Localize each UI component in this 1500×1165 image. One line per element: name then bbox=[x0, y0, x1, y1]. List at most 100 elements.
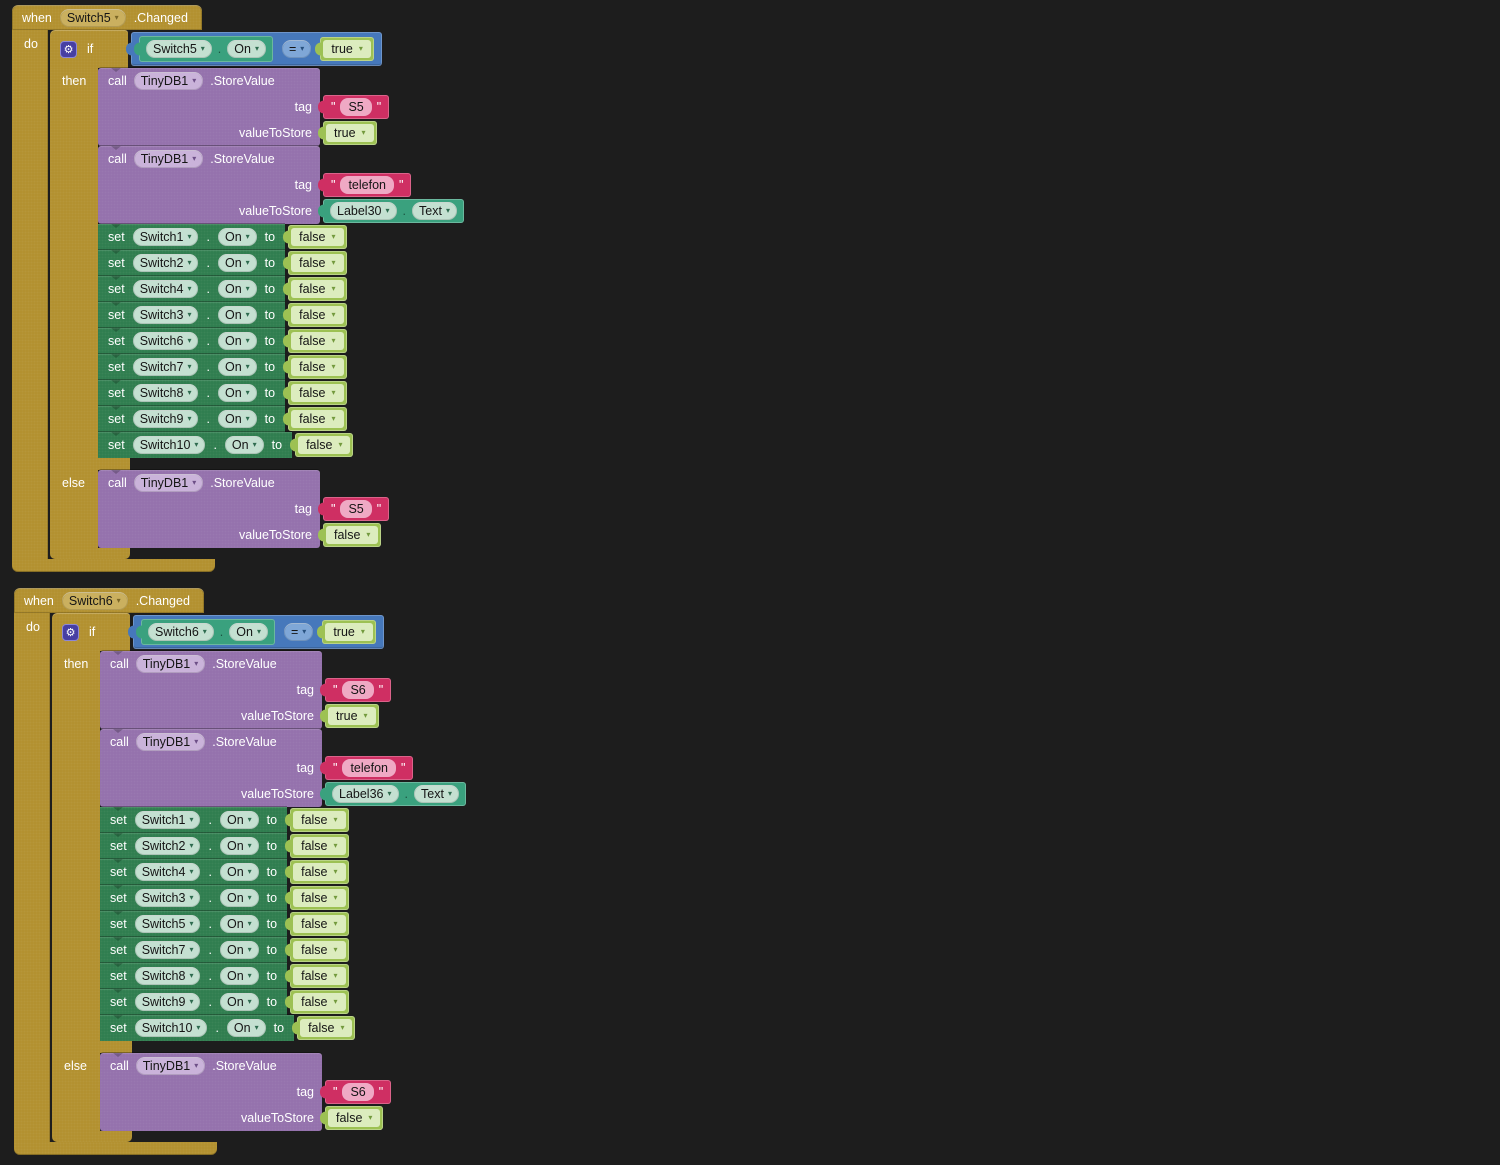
set-block-body[interactable]: set Switch4 ▾ . On ▾ bbox=[98, 276, 286, 302]
set-property-dropdown[interactable]: On ▾ bbox=[219, 967, 259, 985]
set-component-dropdown[interactable]: Switch4 ▾ bbox=[134, 863, 201, 881]
set-property-dropdown[interactable]: On ▾ bbox=[226, 1019, 266, 1037]
set-component-dropdown[interactable]: Switch2 ▾ bbox=[132, 254, 199, 272]
logic-false-block[interactable]: false ▾ bbox=[288, 277, 347, 301]
logic-false-block[interactable]: false ▾ bbox=[290, 964, 349, 988]
set-property-statement[interactable]: set Switch7 ▾ . On ▾ bbox=[98, 354, 347, 380]
text-string-field[interactable]: S5 bbox=[340, 500, 372, 518]
operator-dropdown[interactable]: = ▾ bbox=[283, 623, 314, 641]
set-component-dropdown[interactable]: Switch7 ▾ bbox=[134, 941, 201, 959]
set-property-statement[interactable]: set Switch4 ▾ . On ▾ bbox=[98, 276, 347, 302]
logic-value-dropdown[interactable]: false ▾ bbox=[293, 967, 346, 985]
set-property-dropdown[interactable]: On ▾ bbox=[217, 358, 257, 376]
set-component-dropdown[interactable]: Switch8 ▾ bbox=[134, 967, 201, 985]
set-property-dropdown[interactable]: On ▾ bbox=[219, 837, 259, 855]
logic-false-block[interactable]: false ▾ bbox=[288, 251, 347, 275]
set-block-body[interactable]: set Switch8 ▾ . On ▾ bbox=[100, 963, 288, 989]
logic-false-block[interactable]: false ▾ bbox=[288, 355, 347, 379]
logic-value-dropdown[interactable]: false ▾ bbox=[293, 915, 346, 933]
call-storevalue-block[interactable]: call TinyDB1 ▾ .StoreValue tag bbox=[98, 68, 390, 146]
tinydb-dropdown[interactable]: TinyDB1 ▾ bbox=[135, 733, 206, 751]
logic-false-block[interactable]: false ▾ bbox=[297, 1016, 356, 1040]
set-component-dropdown[interactable]: Switch2 ▾ bbox=[134, 837, 201, 855]
set-property-statement[interactable]: set Switch6 ▾ . On ▾ bbox=[98, 328, 347, 354]
switch-on-getter-block[interactable]: Switch5 ▾ . On ▾ bbox=[139, 36, 273, 62]
equals-comparison-block[interactable]: Switch5 ▾ . On ▾ = ▾ bbox=[131, 32, 382, 66]
operator-dropdown[interactable]: = ▾ bbox=[281, 40, 312, 58]
logic-true-block[interactable]: true ▾ bbox=[323, 121, 377, 145]
set-component-dropdown[interactable]: Switch9 ▾ bbox=[134, 993, 201, 1011]
set-block-body[interactable]: set Switch7 ▾ . On ▾ bbox=[98, 354, 286, 380]
set-property-dropdown[interactable]: On ▾ bbox=[217, 410, 257, 428]
logic-value-dropdown[interactable]: false ▾ bbox=[291, 358, 344, 376]
call-storevalue-block[interactable]: call TinyDB1 ▾ .StoreValue tag bbox=[100, 1053, 392, 1131]
set-property-dropdown[interactable]: On ▾ bbox=[219, 889, 259, 907]
set-component-dropdown[interactable]: Switch1 ▾ bbox=[134, 811, 201, 829]
if-then-else-block[interactable]: ⚙ if Switch5 ▾ . On ▾ bbox=[50, 30, 464, 559]
set-property-statement[interactable]: set Switch9 ▾ . On ▾ bbox=[98, 406, 347, 432]
logic-true-block[interactable]: true ▾ bbox=[325, 704, 379, 728]
set-property-statement[interactable]: set Switch9 ▾ . On ▾ bbox=[100, 989, 349, 1015]
logic-value-dropdown[interactable]: false ▾ bbox=[300, 1019, 353, 1037]
text-string-block[interactable]: " S5 " bbox=[323, 497, 390, 521]
set-property-dropdown[interactable]: On ▾ bbox=[217, 384, 257, 402]
call-storevalue-block[interactable]: call TinyDB1 ▾ .StoreValue tag bbox=[100, 729, 466, 807]
logic-false-block[interactable]: false ▾ bbox=[288, 329, 347, 353]
text-string-field[interactable]: telefon bbox=[340, 176, 394, 194]
logic-false-block[interactable]: false ▾ bbox=[290, 886, 349, 910]
logic-value-dropdown[interactable]: false ▾ bbox=[291, 254, 344, 272]
logic-false-block[interactable]: false ▾ bbox=[288, 381, 347, 405]
set-property-dropdown[interactable]: On ▾ bbox=[224, 436, 264, 454]
call-storevalue-block[interactable]: call TinyDB1 ▾ .StoreValue tag bbox=[100, 651, 392, 729]
set-block-body[interactable]: set Switch6 ▾ . On ▾ bbox=[98, 328, 286, 354]
logic-false-block[interactable]: false ▾ bbox=[325, 1106, 384, 1130]
logic-false-block[interactable]: false ▾ bbox=[290, 808, 349, 832]
set-property-dropdown[interactable]: On ▾ bbox=[217, 280, 257, 298]
set-component-dropdown[interactable]: Switch3 ▾ bbox=[134, 889, 201, 907]
text-string-block[interactable]: " telefon " bbox=[325, 756, 414, 780]
tinydb-dropdown[interactable]: TinyDB1 ▾ bbox=[133, 150, 204, 168]
set-property-dropdown[interactable]: On ▾ bbox=[219, 941, 259, 959]
set-component-dropdown[interactable]: Switch9 ▾ bbox=[132, 410, 199, 428]
set-property-dropdown[interactable]: On ▾ bbox=[217, 228, 257, 246]
getter-property-dropdown[interactable]: On ▾ bbox=[227, 40, 266, 58]
tinydb-dropdown[interactable]: TinyDB1 ▾ bbox=[135, 1057, 206, 1075]
logic-false-block[interactable]: false ▾ bbox=[288, 407, 347, 431]
equals-comparison-block[interactable]: Switch6 ▾ . On ▾ = ▾ bbox=[133, 615, 384, 649]
set-block-body[interactable]: set Switch2 ▾ . On ▾ bbox=[98, 250, 286, 276]
set-property-statement[interactable]: set Switch7 ▾ . On ▾ bbox=[100, 937, 349, 963]
set-block-body[interactable]: set Switch4 ▾ . On ▾ bbox=[100, 859, 288, 885]
set-property-dropdown[interactable]: On ▾ bbox=[219, 863, 259, 881]
text-string-field[interactable]: S5 bbox=[340, 98, 372, 116]
logic-false-block[interactable]: false ▾ bbox=[290, 990, 349, 1014]
logic-value-dropdown[interactable]: false ▾ bbox=[293, 993, 346, 1011]
set-component-dropdown[interactable]: Switch1 ▾ bbox=[132, 228, 199, 246]
set-block-body[interactable]: set Switch3 ▾ . On ▾ bbox=[100, 885, 288, 911]
logic-value-dropdown[interactable]: false ▾ bbox=[293, 837, 346, 855]
set-component-dropdown[interactable]: Switch10 ▾ bbox=[132, 436, 206, 454]
set-property-statement[interactable]: set Switch8 ▾ . On ▾ bbox=[100, 963, 349, 989]
logic-value-dropdown[interactable]: false ▾ bbox=[291, 410, 344, 428]
logic-false-block[interactable]: false ▾ bbox=[323, 523, 382, 547]
getter-component-dropdown[interactable]: Label36 ▾ bbox=[332, 785, 399, 803]
logic-true-block[interactable]: true ▾ bbox=[322, 620, 376, 644]
text-string-field[interactable]: telefon bbox=[342, 759, 396, 777]
set-block-body[interactable]: set Switch1 ▾ . On ▾ bbox=[98, 224, 286, 250]
logic-false-block[interactable]: false ▾ bbox=[288, 225, 347, 249]
set-property-statement[interactable]: set Switch4 ▾ . On ▾ bbox=[100, 859, 349, 885]
logic-value-dropdown[interactable]: true ▾ bbox=[328, 707, 376, 725]
mutator-gear-icon[interactable]: ⚙ bbox=[60, 40, 77, 58]
logic-value-dropdown[interactable]: false ▾ bbox=[291, 228, 344, 246]
mutator-gear-icon[interactable]: ⚙ bbox=[62, 623, 79, 641]
logic-false-block[interactable]: false ▾ bbox=[295, 433, 354, 457]
logic-value-dropdown[interactable]: false ▾ bbox=[291, 384, 344, 402]
event-component-dropdown[interactable]: Switch6 ▾ bbox=[61, 591, 128, 610]
set-property-dropdown[interactable]: On ▾ bbox=[217, 332, 257, 350]
logic-value-dropdown[interactable]: true ▾ bbox=[323, 40, 371, 58]
set-block-body[interactable]: set Switch9 ▾ . On ▾ bbox=[98, 406, 286, 432]
text-string-block[interactable]: " telefon " bbox=[323, 173, 412, 197]
set-property-statement[interactable]: set Switch10 ▾ . On ▾ bbox=[100, 1015, 356, 1041]
logic-value-dropdown[interactable]: false ▾ bbox=[293, 811, 346, 829]
set-property-dropdown[interactable]: On ▾ bbox=[219, 993, 259, 1011]
set-property-statement[interactable]: set Switch2 ▾ . On ▾ bbox=[100, 833, 349, 859]
